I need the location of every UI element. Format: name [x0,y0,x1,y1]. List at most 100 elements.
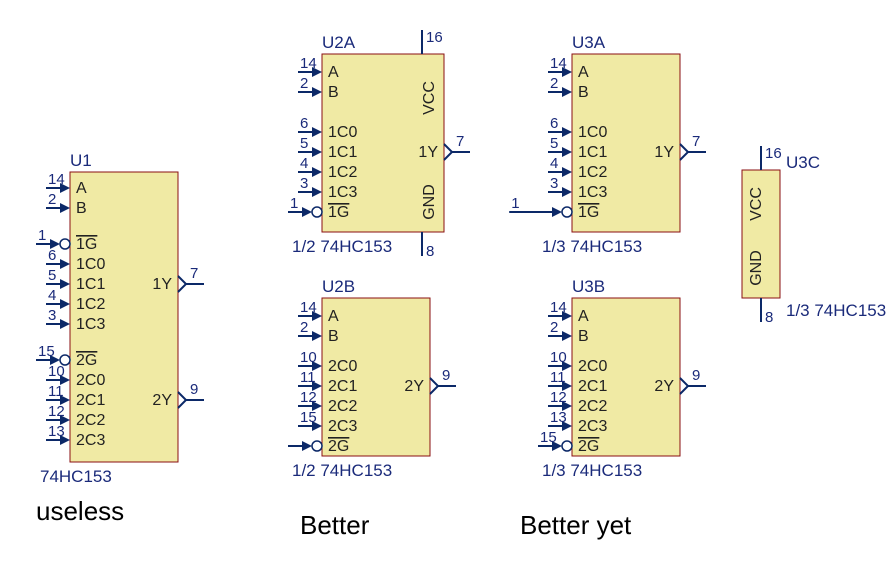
svg-text:8: 8 [765,309,773,326]
svg-text:U3B: U3B [572,277,605,296]
component-u2b: 14A2B102C0112C1122C2152C32G92YU2B1/2 74H… [288,277,456,480]
svg-text:1/2 74HC153: 1/2 74HC153 [292,461,392,480]
svg-text:11: 11 [48,383,64,400]
svg-text:15: 15 [300,409,317,426]
svg-text:2: 2 [550,319,558,336]
svg-text:3: 3 [48,307,56,324]
component-u2a: 14A2B61C051C141C231C311G71Y168VCCGNDU2A1… [288,29,470,260]
svg-text:2C3: 2C3 [328,418,357,435]
svg-text:13: 13 [48,423,65,440]
svg-text:1Y: 1Y [654,144,674,161]
svg-text:B: B [76,200,87,217]
schematic-diagram: 14A2B11G61C051C141C231C3152G102C0112C112… [0,0,886,565]
svg-text:12: 12 [48,403,65,420]
svg-text:U3C: U3C [786,153,820,172]
svg-text:9: 9 [692,367,700,384]
svg-text:7: 7 [190,265,198,282]
svg-text:2: 2 [300,75,308,92]
svg-text:4: 4 [48,287,56,304]
svg-text:A: A [76,180,87,197]
svg-text:1G: 1G [328,204,349,221]
svg-text:3: 3 [550,175,558,192]
svg-text:2C3: 2C3 [76,432,105,449]
svg-text:14: 14 [300,299,317,316]
svg-text:2C1: 2C1 [76,392,105,409]
svg-text:2: 2 [300,319,308,336]
svg-text:A: A [578,308,589,325]
svg-text:7: 7 [456,133,464,150]
caption: Better yet [520,510,632,540]
svg-text:1: 1 [511,195,519,212]
svg-text:7: 7 [692,133,700,150]
svg-text:1/3 74HC153: 1/3 74HC153 [786,301,886,320]
svg-text:U3A: U3A [572,33,606,52]
svg-text:4: 4 [550,155,558,172]
svg-text:12: 12 [550,389,567,406]
caption: useless [36,496,124,526]
svg-text:3: 3 [300,175,308,192]
svg-text:1C3: 1C3 [328,184,357,201]
svg-text:B: B [578,84,589,101]
component-u1: 14A2B11G61C051C141C231C3152G102C0112C112… [36,151,204,486]
svg-text:16: 16 [765,145,782,162]
svg-text:11: 11 [300,369,316,386]
svg-text:U1: U1 [70,151,92,170]
svg-text:B: B [328,84,339,101]
component-u3b: 14A2B102C0112C1122C2132C3152G92YU3B1/3 7… [538,277,706,480]
svg-text:14: 14 [300,55,317,72]
svg-text:16: 16 [426,29,443,46]
svg-text:1C1: 1C1 [76,276,105,293]
svg-text:6: 6 [300,115,308,132]
svg-text:2G: 2G [578,438,599,455]
svg-text:2C1: 2C1 [578,378,607,395]
svg-text:B: B [578,328,589,345]
svg-text:1C2: 1C2 [578,164,607,181]
svg-text:B: B [328,328,339,345]
svg-text:10: 10 [300,349,317,366]
svg-text:A: A [578,64,589,81]
component-u3c: 16 8 VCC GND U3C 1/3 74HC153 [742,145,886,326]
svg-text:VCC: VCC [748,187,765,221]
svg-text:1C3: 1C3 [76,316,105,333]
svg-text:1C1: 1C1 [578,144,607,161]
svg-text:2C1: 2C1 [328,378,357,395]
svg-text:2C2: 2C2 [578,398,607,415]
svg-text:6: 6 [48,247,56,264]
svg-text:VCC: VCC [421,81,438,115]
svg-text:U2B: U2B [322,277,355,296]
svg-text:A: A [328,308,339,325]
svg-text:5: 5 [48,267,56,284]
svg-text:2C2: 2C2 [328,398,357,415]
svg-text:GND: GND [421,184,438,220]
svg-text:1: 1 [290,195,298,212]
svg-text:1/2 74HC153: 1/2 74HC153 [292,237,392,256]
svg-text:1G: 1G [76,236,97,253]
svg-text:13: 13 [550,409,567,426]
svg-text:4: 4 [300,155,308,172]
svg-text:1C0: 1C0 [578,124,607,141]
svg-text:2C0: 2C0 [328,358,357,375]
svg-text:1/3 74HC153: 1/3 74HC153 [542,237,642,256]
svg-text:2: 2 [550,75,558,92]
svg-text:A: A [328,64,339,81]
svg-text:74HC153: 74HC153 [40,467,112,486]
svg-text:1Y: 1Y [418,144,438,161]
svg-text:2Y: 2Y [404,378,424,395]
svg-text:2C0: 2C0 [578,358,607,375]
svg-text:1C0: 1C0 [328,124,357,141]
caption: Better [300,510,370,540]
svg-text:2Y: 2Y [654,378,674,395]
svg-text:14: 14 [48,171,65,188]
svg-text:GND: GND [748,250,765,286]
svg-text:2C0: 2C0 [76,372,105,389]
svg-text:2C3: 2C3 [578,418,607,435]
svg-text:9: 9 [442,367,450,384]
svg-text:1G: 1G [578,204,599,221]
svg-text:12: 12 [300,389,317,406]
svg-text:10: 10 [48,363,65,380]
svg-text:1: 1 [38,227,46,244]
svg-text:2C2: 2C2 [76,412,105,429]
svg-text:9: 9 [190,381,198,398]
svg-text:1C1: 1C1 [328,144,357,161]
svg-text:2: 2 [48,191,56,208]
